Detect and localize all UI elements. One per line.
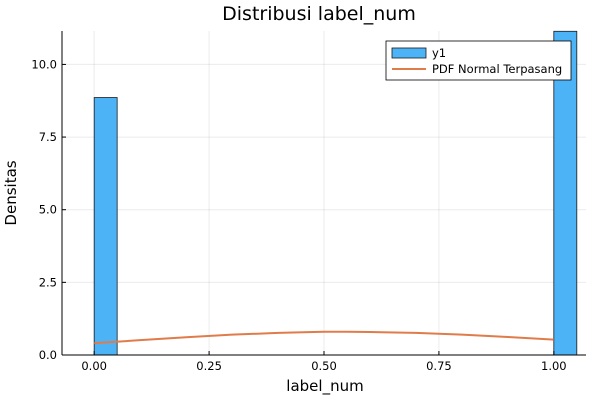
y-tick-label-1: 2.5 xyxy=(39,275,57,289)
legend-box xyxy=(385,40,572,81)
x-tick-label-1: 0.25 xyxy=(196,359,222,373)
x-tick-label-4: 1.00 xyxy=(541,359,567,373)
x-tick-label-2: 0.50 xyxy=(311,359,337,373)
histogram-bars xyxy=(93,30,578,356)
chart-title: Distribusi label_num xyxy=(222,3,416,25)
y-tick-label-3: 7.5 xyxy=(39,130,57,144)
tick-labels: 0.00 0.25 0.50 0.75 1.00 0.0 2.5 5.0 7.5 10.0 xyxy=(31,57,566,373)
x-tick-label-3: 0.75 xyxy=(426,359,452,373)
y-tick-label-4: 10.0 xyxy=(31,57,57,71)
histogram-bar-0 xyxy=(93,97,118,356)
axes xyxy=(61,31,586,356)
y-tick-label-2: 5.0 xyxy=(39,203,57,217)
y-tick-label-0: 0.0 xyxy=(39,348,57,362)
legend-swatch-0 xyxy=(391,47,427,59)
y-axis-label: Densitas xyxy=(2,160,20,225)
pdf-line-layer xyxy=(94,330,554,345)
pdf-normal-line xyxy=(94,330,554,345)
legend-label-0: y1 xyxy=(432,46,446,60)
x-tick-label-0: 0.00 xyxy=(81,359,107,373)
legend: y1 PDF Normal Terpasang xyxy=(385,40,572,81)
x-axis-label: label_num xyxy=(286,377,363,396)
legend-label-1: PDF Normal Terpasang xyxy=(432,62,562,76)
